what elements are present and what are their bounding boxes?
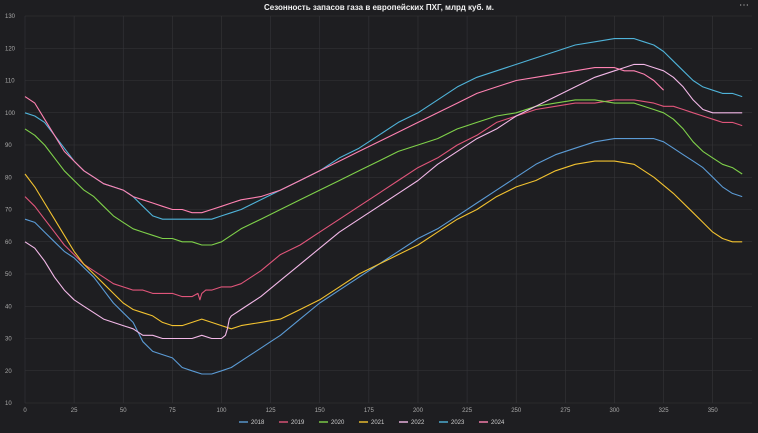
x-tick-label: 125 <box>266 408 277 414</box>
legend-label-2018: 2018 <box>251 420 265 426</box>
legend-label-2019: 2019 <box>291 420 305 426</box>
y-tick-label: 80 <box>5 175 12 181</box>
y-axis: 10 20 30 40 50 60 70 80 90 100 110 120 130 <box>5 14 16 407</box>
y-tick-label: 120 <box>5 46 16 52</box>
more-icon[interactable]: ⋯ <box>739 0 750 11</box>
x-tick-label: 0 <box>23 408 27 414</box>
y-tick-label: 100 <box>5 111 16 117</box>
y-tick-label: 130 <box>5 14 16 20</box>
series-line-2022 <box>24 63 743 340</box>
series-line-2023 <box>24 38 743 220</box>
y-tick-label: 10 <box>5 401 12 407</box>
x-tick-label: 350 <box>708 408 719 414</box>
chart-title: Сезонность запасов газа в европейских ПХ… <box>264 3 494 12</box>
series-lines <box>24 38 743 375</box>
series-line-2021 <box>24 160 743 330</box>
x-tick-label: 100 <box>216 408 227 414</box>
x-tick-label: 200 <box>413 408 424 414</box>
series-line-2019 <box>24 99 743 301</box>
y-tick-label: 60 <box>5 240 12 246</box>
legend-label-2021: 2021 <box>371 420 385 426</box>
y-tick-label: 50 <box>5 272 12 278</box>
x-tick-label: 150 <box>315 408 326 414</box>
series-line-2024 <box>24 67 664 214</box>
x-tick-label: 225 <box>462 408 473 414</box>
legend-label-2023: 2023 <box>451 420 465 426</box>
y-tick-label: 90 <box>5 143 12 149</box>
legend-label-2024: 2024 <box>491 420 505 426</box>
x-tick-label: 300 <box>609 408 620 414</box>
y-tick-label: 70 <box>5 208 12 214</box>
y-tick-label: 110 <box>5 79 15 85</box>
x-tick-label: 275 <box>560 408 571 414</box>
y-tick-label: 30 <box>5 337 12 343</box>
series-line-2018 <box>24 138 743 375</box>
y-tick-label: 20 <box>5 369 12 375</box>
x-axis: 0 25 50 75 100 125 150 175 200 225 250 275 300 325 350 <box>23 408 718 414</box>
x-tick-label: 325 <box>659 408 670 414</box>
legend: 2018 2019 2020 2021 2022 2023 2024 <box>239 420 505 426</box>
x-tick-label: 25 <box>71 408 78 414</box>
series-line-2020 <box>24 99 743 246</box>
x-tick-label: 175 <box>364 408 375 414</box>
x-tick-label: 50 <box>120 408 127 414</box>
x-tick-label: 75 <box>169 408 176 414</box>
x-tick-label: 250 <box>511 408 522 414</box>
legend-label-2020: 2020 <box>331 420 345 426</box>
y-tick-label: 40 <box>5 304 12 310</box>
legend-label-2022: 2022 <box>411 420 425 426</box>
